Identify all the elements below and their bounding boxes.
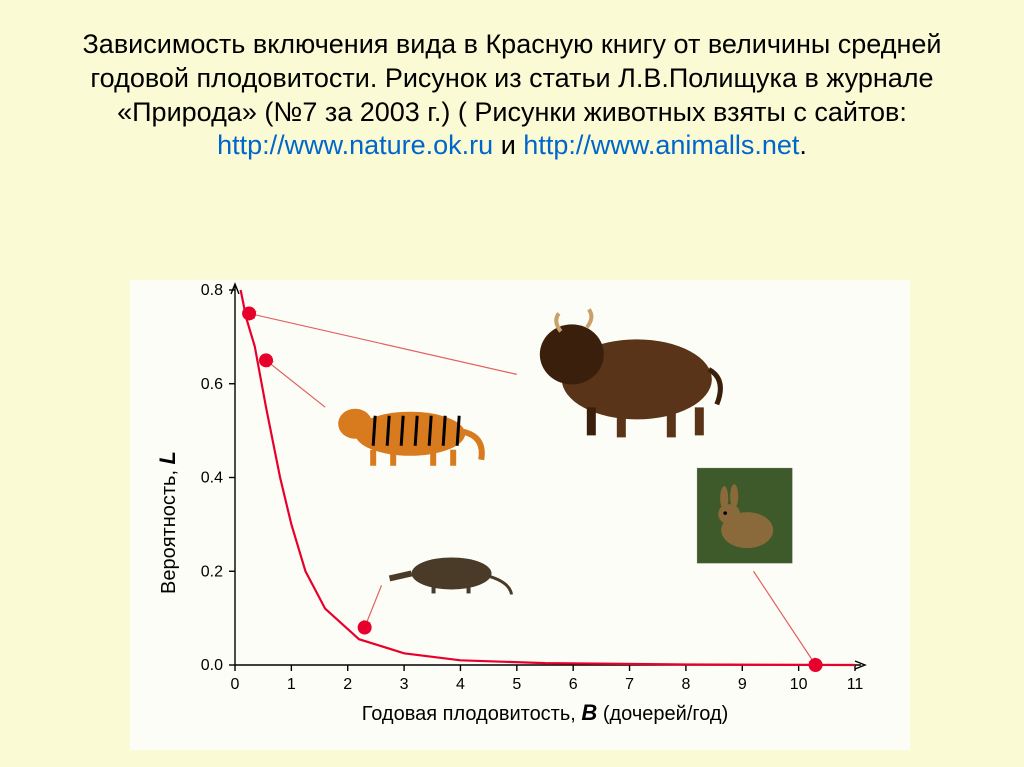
svg-text:3: 3 (400, 676, 409, 693)
svg-text:11: 11 (847, 676, 864, 693)
svg-text:4: 4 (456, 676, 465, 693)
svg-text:10: 10 (790, 676, 808, 693)
bison-icon (540, 309, 721, 437)
title-end: . (799, 130, 807, 160)
tiger-icon (338, 409, 482, 466)
svg-text:0.2: 0.2 (201, 563, 223, 580)
svg-text:7: 7 (625, 676, 634, 693)
svg-text:Вероятность, L: Вероятность, L (155, 451, 180, 594)
chart-svg: 0 1 2 3 4 5 6 7 8 9 10 11 0.0 0.2 0.4 0.6 0.8 Вероятность… (130, 280, 910, 750)
svg-text:0.4: 0.4 (201, 470, 223, 487)
svg-text:1: 1 (287, 676, 296, 693)
svg-text:0.0: 0.0 (201, 657, 223, 674)
slide-title: Зависимость включения вида в Красную кни… (32, 0, 992, 163)
rabbit-icon (697, 468, 792, 563)
svg-text:6: 6 (569, 676, 578, 693)
chart-container: 0 1 2 3 4 5 6 7 8 9 10 11 0.0 0.2 0.4 0.6 0.8 Вероятность… (130, 280, 910, 750)
svg-text:5: 5 (512, 676, 521, 693)
link-animalls[interactable]: http://www.animalls.net (523, 130, 799, 160)
svg-text:2: 2 (343, 676, 352, 693)
shrew-icon (390, 557, 512, 594)
title-text: Зависимость включения вида в Красную кни… (83, 29, 942, 127)
title-sep: и (493, 130, 523, 160)
svg-text:Годовая плодовитость, B (дочер: Годовая плодовитость, B (дочерей/год) (362, 700, 729, 725)
svg-text:8: 8 (681, 676, 690, 693)
svg-text:0.6: 0.6 (201, 376, 223, 393)
svg-text:0: 0 (231, 676, 240, 693)
svg-text:9: 9 (738, 676, 747, 693)
link-nature[interactable]: http://www.nature.ok.ru (217, 130, 493, 160)
svg-text:0.8: 0.8 (201, 282, 223, 299)
